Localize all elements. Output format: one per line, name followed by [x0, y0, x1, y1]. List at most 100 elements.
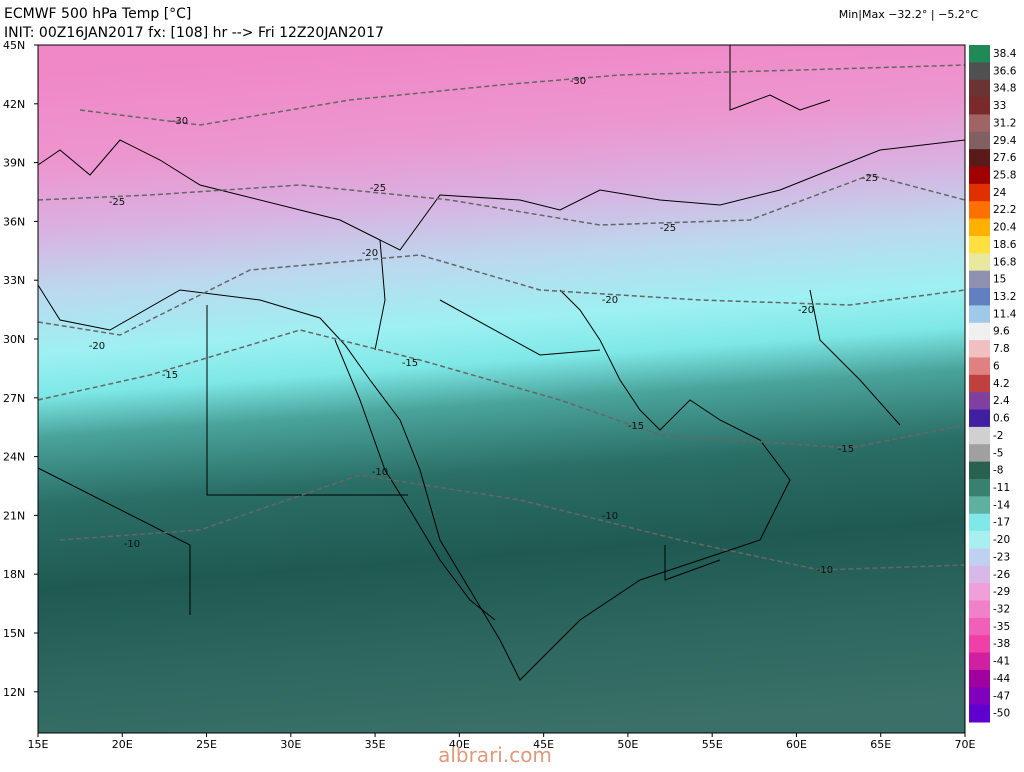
lon-label: 70E: [955, 738, 976, 751]
colorbar-label: 9.6: [993, 326, 1010, 338]
colorbar-cell: [969, 392, 990, 411]
colorbar-cell: [969, 426, 990, 445]
lat-label: 24N: [3, 451, 25, 464]
colorbar-cell: [969, 600, 990, 619]
colorbar-cell: [969, 253, 990, 272]
colorbar-label: -11: [993, 482, 1010, 494]
colorbar-label: 36.6: [993, 65, 1017, 77]
colorbar-label: -38: [993, 638, 1010, 650]
lon-label: 65E: [870, 738, 891, 751]
colorbar-label: -32: [993, 603, 1010, 615]
contour-label: -15: [162, 370, 178, 381]
contour-labels: -30 -30 -25 -25 -25 -25 -20 -20 -20 -20 -15 -15 -15 -…: [89, 76, 878, 576]
colorbar-label: 31.2: [993, 117, 1016, 129]
colorbar-label: 7.8: [993, 343, 1010, 355]
colorbar-cell: [969, 635, 990, 654]
colorbar-cell: [969, 357, 990, 376]
colorbar-label: 11.4: [993, 308, 1017, 320]
contour-label: -30: [570, 76, 586, 87]
title: ECMWF 500 hPa Temp [°C]: [4, 6, 191, 22]
colorbar-cell: [969, 565, 990, 584]
colorbar-cell: [969, 305, 990, 324]
contour-label: -20: [89, 341, 105, 352]
colorbar-label: 16.8: [993, 256, 1016, 268]
colorbar-cell: [969, 218, 990, 237]
colorbar-cell: [969, 340, 990, 358]
lon-label: 50E: [617, 738, 638, 751]
colorbar-label: -41: [993, 656, 1010, 668]
colorbar-cell: [969, 374, 990, 393]
temperature-field: [38, 45, 965, 733]
contour-label: -25: [862, 173, 878, 184]
lon-label: 45E: [533, 738, 554, 751]
colorbar-cell: [969, 461, 990, 480]
colorbar-cell: [969, 409, 990, 428]
colorbar-cell: [969, 652, 990, 671]
lon-label: 55E: [702, 738, 723, 751]
lon-label: 20E: [112, 738, 133, 751]
watermark: albrari.com: [438, 743, 552, 767]
colorbar-label: -50: [993, 708, 1010, 720]
min-max: Min|Max −32.2° | −5.2°C: [839, 8, 979, 21]
map-frame: [37, 44, 966, 734]
contour-label: -20: [602, 295, 618, 306]
colorbar-label: 15: [993, 274, 1006, 286]
contours: [37, 64, 966, 571]
lon-label: 60E: [786, 738, 807, 751]
lat-label: 15N: [3, 627, 25, 640]
colorbar-label: -5: [993, 447, 1003, 459]
contour-label: -15: [838, 444, 854, 455]
contour-label: -30: [172, 116, 188, 127]
colorbar-cell: [969, 270, 990, 289]
colorbar-cell: [969, 687, 990, 706]
colorbar-label: -26: [993, 569, 1010, 581]
colorbar-label: -35: [993, 621, 1010, 633]
borders: [37, 45, 966, 681]
colorbar-label: -47: [993, 690, 1010, 702]
colorbar-label: 20.4: [993, 222, 1017, 234]
colorbar-cell: [969, 131, 990, 150]
colorbar-cell: [969, 548, 990, 567]
colorbar-cell: [969, 235, 990, 254]
colorbar-cell: [969, 201, 990, 220]
contour-label: -10: [372, 467, 388, 478]
colorbar-cell: [969, 97, 990, 115]
colorbar-cell: [969, 62, 990, 81]
colorbar-cell: [969, 513, 990, 532]
lat-label: 21N: [3, 509, 25, 522]
colorbar-label: 24: [993, 187, 1007, 199]
map: -30 -30 -25 -25 -25 -25 -20 -20 -20 -20 -15 -15 -15 -…: [37, 44, 966, 734]
lat-label: 30N: [3, 333, 25, 346]
colorbar-label: -2: [993, 430, 1003, 442]
lat-label: 39N: [3, 157, 25, 170]
lon-label: 30E: [280, 738, 301, 751]
colorbar-label: 18.6: [993, 239, 1017, 251]
colorbar-cell: [969, 45, 990, 63]
lon-label: 35E: [365, 738, 386, 751]
colorbar-label: 22.2: [993, 204, 1016, 216]
colorbar-cell: [969, 322, 990, 341]
colorbar-cell: [969, 183, 990, 202]
lat-label: 36N: [3, 215, 25, 228]
colorbar-label: 34.8: [993, 83, 1016, 95]
colorbar-cell: [969, 478, 990, 497]
colorbar-label: -23: [993, 551, 1010, 563]
axis-labels: 45N 42N 39N 36N 33N 30N 27N 24N 21N 18N 15N 12N 15E 2…: [3, 39, 976, 751]
colorbar: 38.4 36.6 34.8 33 31.2 29.4 27.6 25.8 24 22.2 20.4…: [969, 45, 1017, 723]
contour-label: -10: [602, 511, 618, 522]
subtitle: INIT: 00Z16JAN2017 fx: [108] hr --> Fri …: [4, 25, 384, 41]
colorbar-label: -8: [993, 465, 1003, 477]
lat-label: 42N: [3, 98, 25, 111]
contour-label: -25: [660, 223, 676, 234]
lat-label: 27N: [3, 392, 25, 405]
lat-label: 12N: [3, 686, 25, 699]
contour-label: -10: [817, 565, 833, 576]
contour-label: -20: [362, 248, 378, 259]
colorbar-label: 25.8: [993, 170, 1016, 182]
lat-label: 18N: [3, 568, 25, 581]
colorbar-label: -14: [993, 499, 1010, 511]
colorbar-cell: [969, 444, 990, 463]
colorbar-label: 33: [993, 100, 1006, 112]
lon-label: 25E: [196, 738, 217, 751]
